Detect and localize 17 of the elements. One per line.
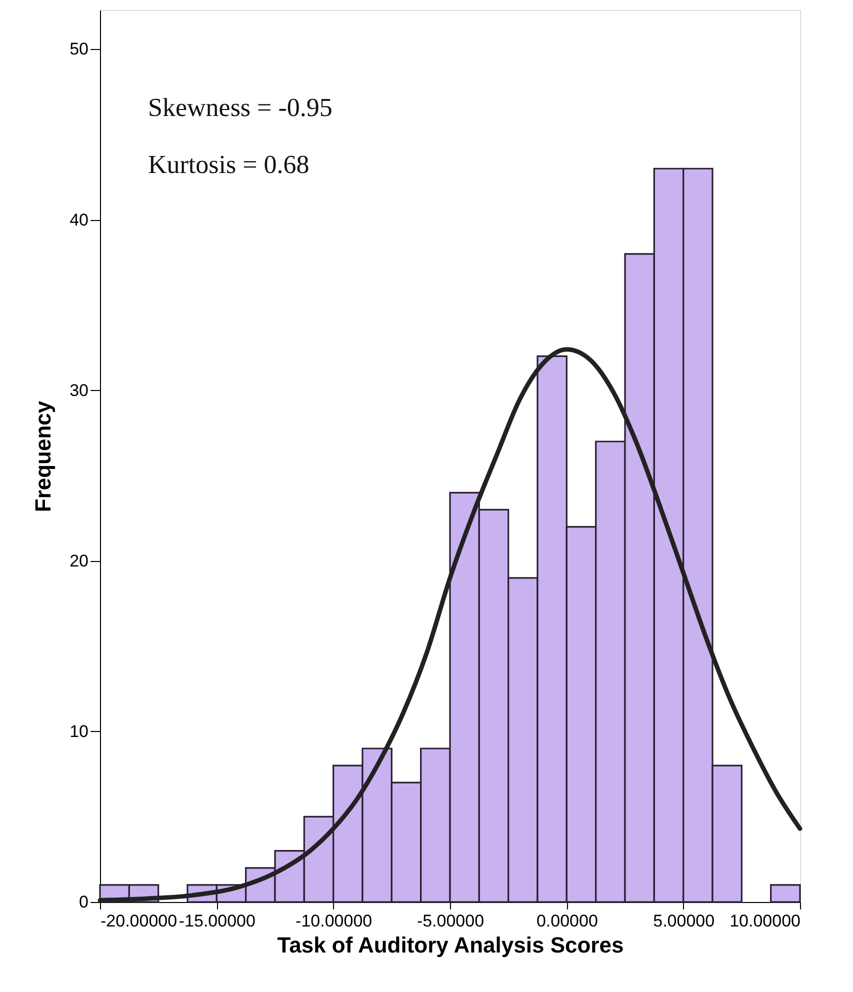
annotation: Skewness = -0.95 bbox=[148, 93, 332, 122]
x-tick-label: 0.00000 bbox=[536, 912, 598, 930]
x-tick-label: -5.00000 bbox=[416, 912, 484, 930]
y-tick-label: 50 bbox=[70, 40, 88, 59]
y-tick-label: 20 bbox=[70, 551, 88, 570]
y-axis-title: Frequency bbox=[30, 400, 56, 512]
x-axis-title: Task of Auditory Analysis Scores bbox=[277, 932, 624, 958]
x-tick-label: 5.00000 bbox=[653, 912, 715, 930]
x-tick-label: -20.00000 bbox=[100, 912, 178, 930]
x-tick-label: -10.00000 bbox=[296, 912, 372, 930]
y-tick-label: 30 bbox=[70, 380, 88, 400]
annotation: Kurtosis = 0.68 bbox=[148, 150, 310, 179]
y-tick-label: 10 bbox=[70, 722, 88, 741]
x-tick-label: 10.00000 bbox=[730, 912, 800, 930]
y-tick-label: 40 bbox=[70, 210, 88, 230]
y-tick-label: 0 bbox=[79, 892, 88, 912]
x-tick-label: -15.00000 bbox=[178, 912, 256, 930]
